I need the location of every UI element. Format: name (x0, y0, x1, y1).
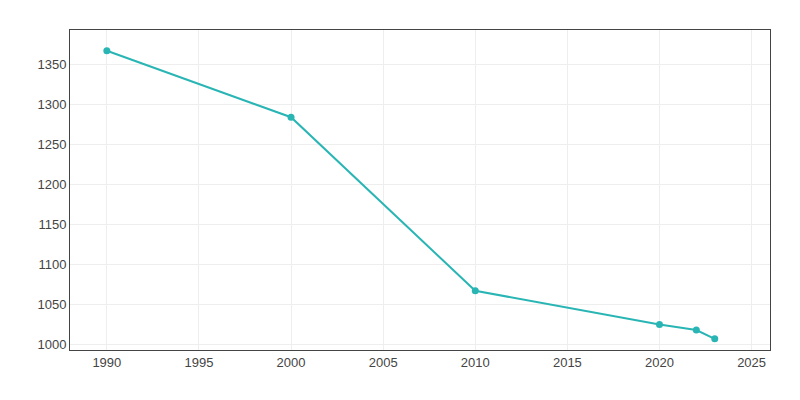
svg-text:2025: 2025 (737, 355, 766, 370)
svg-text:1990: 1990 (92, 355, 121, 370)
svg-text:2000: 2000 (277, 355, 306, 370)
svg-text:2005: 2005 (369, 355, 398, 370)
svg-text:1350: 1350 (37, 57, 66, 72)
svg-text:1200: 1200 (37, 177, 66, 192)
svg-text:1000: 1000 (37, 337, 66, 352)
svg-text:1150: 1150 (38, 217, 66, 232)
svg-text:1300: 1300 (37, 97, 66, 112)
svg-text:1995: 1995 (184, 355, 213, 370)
svg-text:1100: 1100 (38, 257, 66, 272)
svg-text:2010: 2010 (461, 355, 490, 370)
svg-text:2015: 2015 (553, 355, 582, 370)
svg-text:1050: 1050 (37, 297, 66, 312)
svg-text:2020: 2020 (645, 355, 674, 370)
svg-text:1250: 1250 (37, 137, 66, 152)
